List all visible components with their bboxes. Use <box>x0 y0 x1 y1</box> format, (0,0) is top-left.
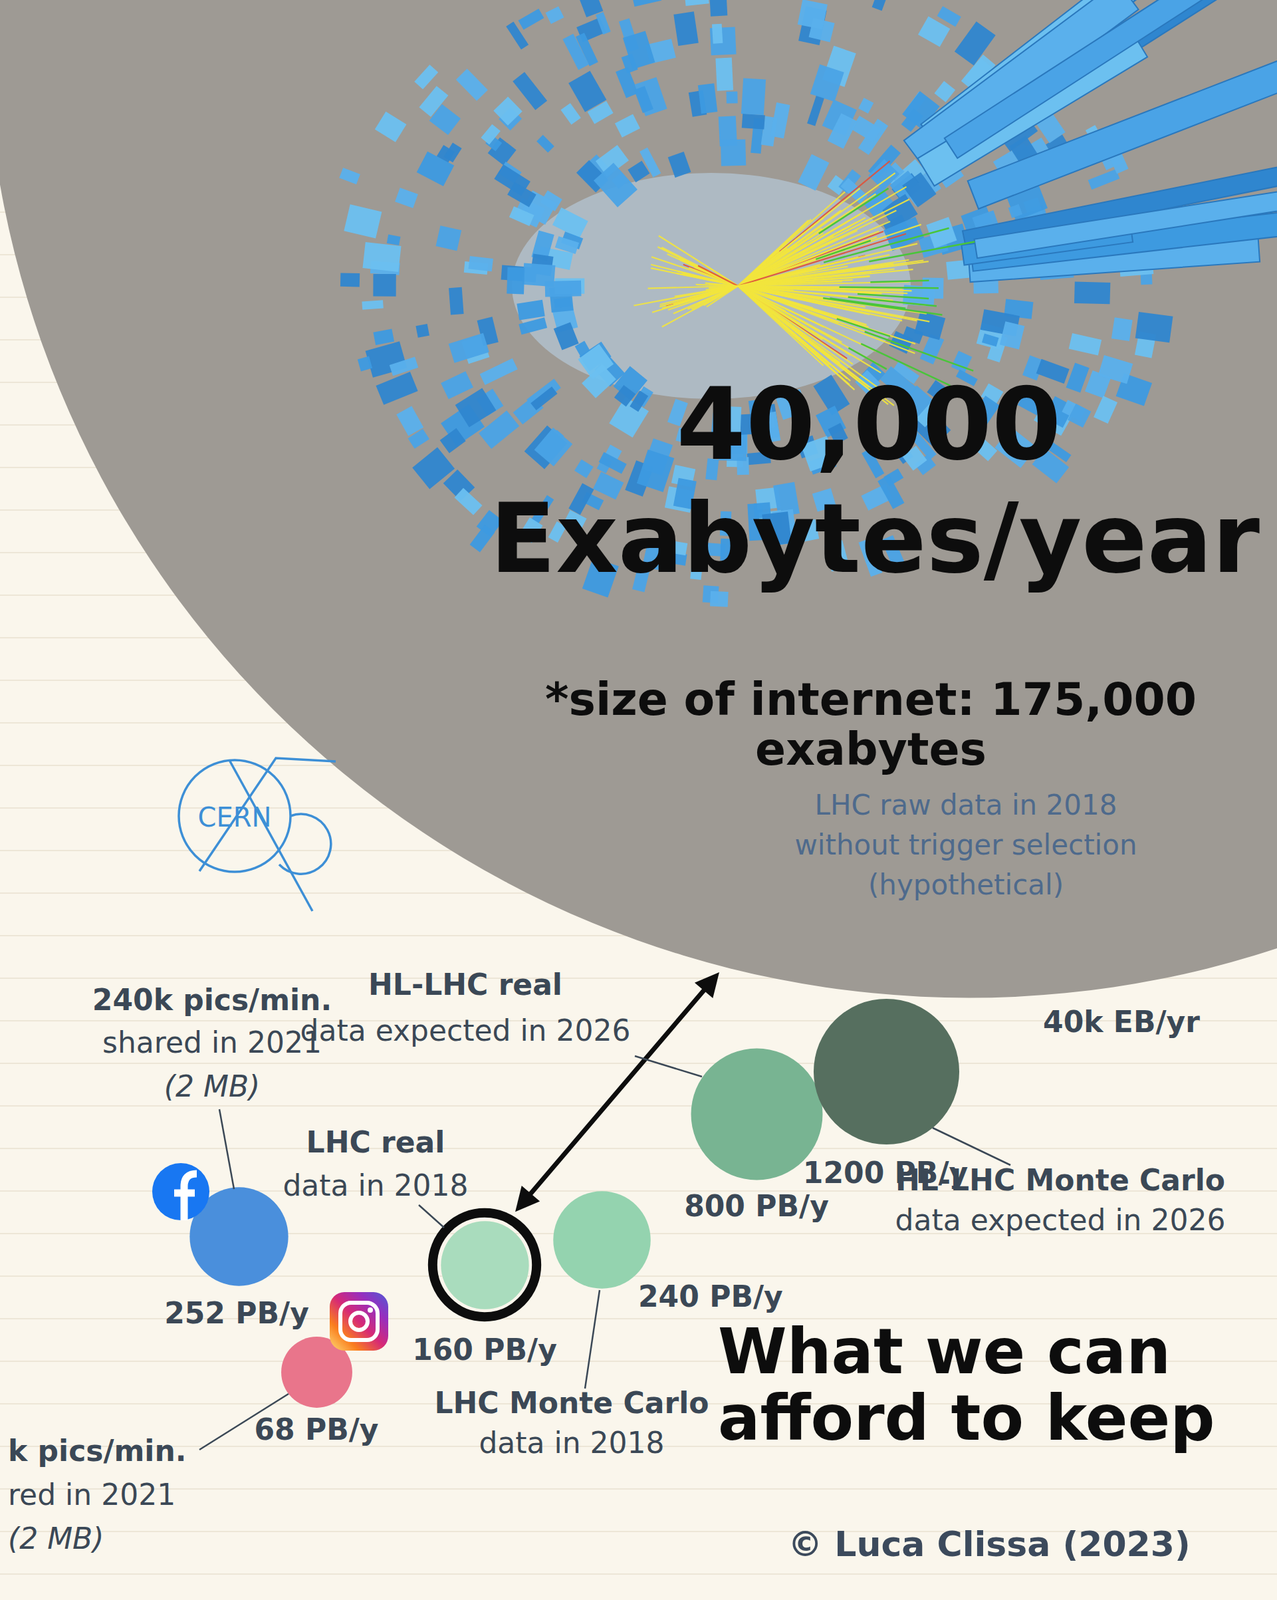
svg-text:HL-LHC Monte Carlo: HL-LHC Monte Carlo <box>895 1162 1226 1197</box>
svg-text:exabytes: exabytes <box>755 722 987 776</box>
svg-text:© Luca Clissa (2023): © Luca Clissa (2023) <box>787 1523 1190 1564</box>
svg-text:shared in 2021: shared in 2021 <box>102 1025 322 1059</box>
svg-text:What we can: What we can <box>717 1314 1171 1388</box>
svg-text:68 PB/y: 68 PB/y <box>253 1411 379 1446</box>
svg-text:red in 2021: red in 2021 <box>7 1477 176 1511</box>
svg-text:(2 MB): (2 MB) <box>7 1520 104 1555</box>
svg-text:240k pics/min.: 240k pics/min. <box>92 982 332 1017</box>
svg-text:LHC real: LHC real <box>306 1124 446 1159</box>
svg-text:LHC Monte Carlo: LHC Monte Carlo <box>434 1385 710 1420</box>
svg-text:240 PB/y: 240 PB/y <box>638 1278 784 1313</box>
svg-text:LHC raw data in 2018: LHC raw data in 2018 <box>814 788 1118 821</box>
svg-text:40k EB/yr: 40k EB/yr <box>1043 1004 1200 1039</box>
svg-text:(hypothetical): (hypothetical) <box>868 868 1064 901</box>
svg-text:40,000: 40,000 <box>676 366 1062 482</box>
svg-text:HL-LHC real: HL-LHC real <box>368 967 563 1002</box>
svg-text:data in 2018: data in 2018 <box>282 1167 468 1202</box>
svg-text:252 PB/y: 252 PB/y <box>164 1295 310 1330</box>
svg-text:800 PB/y: 800 PB/y <box>684 1188 829 1223</box>
svg-text:CERN: CERN <box>198 801 272 833</box>
svg-text:data expected in 2026: data expected in 2026 <box>300 1013 631 1047</box>
svg-text:data expected in 2026: data expected in 2026 <box>895 1202 1226 1237</box>
svg-text:data in 2018: data in 2018 <box>478 1425 665 1460</box>
svg-text:without trigger selection: without trigger selection <box>794 828 1137 861</box>
svg-text:160 PB/y: 160 PB/y <box>412 1332 558 1367</box>
svg-text:Exabytes/year: Exabytes/year <box>489 481 1260 595</box>
svg-text:1200 PB/y: 1200 PB/y <box>803 1155 968 1190</box>
svg-text:k pics/min.: k pics/min. <box>7 1433 187 1468</box>
svg-text:*size of internet: 175,000: *size of internet: 175,000 <box>545 672 1197 726</box>
svg-text:afford to keep: afford to keep <box>717 1381 1216 1454</box>
svg-text:(2 MB): (2 MB) <box>164 1068 260 1103</box>
